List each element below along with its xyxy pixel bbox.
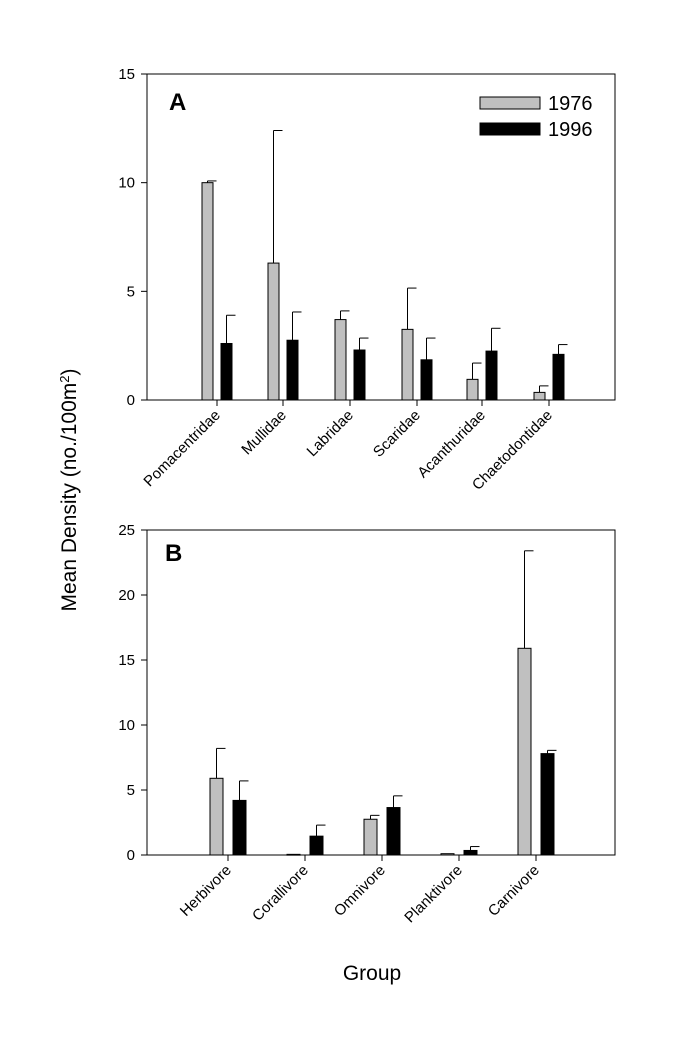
legend-label-1996: 1996 [548,119,593,141]
panel-a-bar-1976 [401,328,414,401]
panel-b-category-label: Corallivore [249,862,312,925]
panel-b-y-tick-label: 15 [118,652,135,669]
panel-a-bar-1976 [533,391,546,401]
panel-b-bar-1976 [517,647,532,856]
panel-b-bar-1996 [386,807,401,856]
panel-b-y-tick-label: 10 [118,717,135,734]
panel-b-bar-1976 [209,777,224,856]
panel-b-category-label: Omnivore [331,862,389,920]
y-axis-title-close: ) [58,368,81,375]
panel-a-bar-1976 [201,182,214,401]
panel-b-category-label: Carnivore [485,862,543,920]
panel-b-bar-1996 [232,799,247,856]
legend-swatch-1976 [479,96,541,110]
panel-b-y-tick-label: 25 [118,522,135,539]
panel-b-bar-1996 [540,753,555,856]
y-axis-title-main: Mean Density (no./100m [58,383,81,612]
panel-a-letter: A [169,89,186,116]
panel-b-y-tick-label: 20 [118,587,135,604]
panel-a-bar-1996 [220,342,233,401]
panel-b-letter: B [165,540,182,567]
y-axis-title: Mean Density (no./100m2) [57,368,82,611]
legend-label-1976: 1976 [548,93,593,115]
panel-a-bar-1976 [466,378,479,401]
panel-a: A 1976 1996 0 5 10 15 Pomacentridae Mullidae L… [118,66,616,494]
panel-a-bar-1996 [353,349,366,401]
panel-a-bar-1976 [267,262,280,401]
panel-b-bar-1996 [463,849,478,856]
panel-b-y-tick-label: 0 [127,847,135,864]
panel-a-bar-1996 [485,350,498,401]
panel-b-category-label: Planktivore [401,862,465,926]
panel-a-frame [146,73,616,401]
legend: 1976 1996 [479,93,593,141]
panel-a-y-tick-label: 10 [118,175,135,192]
panel-b-bar-1976 [440,853,455,856]
panel-b-bar-1996 [309,835,324,856]
x-axis-title: Group [343,962,401,985]
panel-b-bar-1976 [286,853,301,856]
panel-a-category-label: Acanthuridae [414,407,489,482]
y-axis-title-superscript: 2 [57,375,72,382]
panel-a-bar-1996 [420,359,433,401]
panel-b-frame [146,529,616,856]
panel-a-y-tick-label: 15 [118,66,135,83]
panel-a-bar-1996 [552,353,565,401]
panel-a-category-label: Labridae [304,407,357,460]
panel-a-bar-1976 [334,319,347,401]
panel-b-category-label: Herbivore [177,862,235,920]
panel-a-y-tick-label: 0 [127,392,135,409]
panel-b-bar-1976 [363,818,378,856]
panel-b: B 0 5 10 15 20 25 Herbivore Corallivore Omnivore… [118,522,616,926]
panel-a-category-label: Scaridae [370,407,424,461]
panel-b-y-tick-label: 5 [127,782,135,799]
panel-a-y-tick-label: 5 [127,283,135,300]
panel-a-category-label: Mullidae [238,407,290,459]
panel-a-bar-1996 [286,339,299,401]
legend-swatch-1996 [479,122,541,136]
panel-a-category-label: Pomacentridae [140,407,223,490]
